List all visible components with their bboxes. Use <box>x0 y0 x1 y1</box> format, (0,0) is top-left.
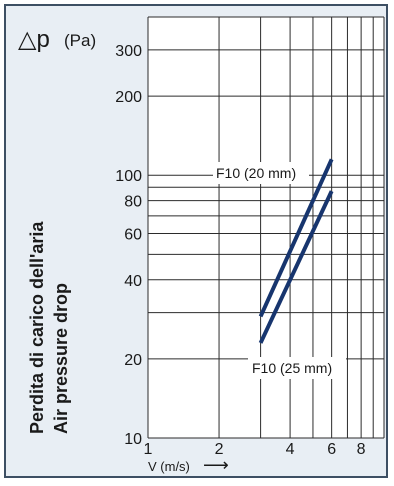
x-tick-label: 4 <box>286 441 295 458</box>
ylabel-unit: (Pa) <box>64 31 96 50</box>
ylabel-symbol: △p <box>18 26 50 53</box>
series-label-1: F10 (20 mm) <box>216 165 296 181</box>
y-tick-label: 100 <box>115 168 142 185</box>
series-line-2 <box>258 190 334 344</box>
series-lines <box>258 158 334 344</box>
y-tick-label: 20 <box>124 352 142 369</box>
y-tick-label: 10 <box>124 431 142 448</box>
y-gridlines <box>148 16 384 439</box>
xlabel-arrow: ⟶ <box>203 455 229 475</box>
series-label-bg-2 <box>248 357 346 379</box>
y-tick-label: 40 <box>124 273 142 290</box>
series-label-bg-1 <box>213 162 309 184</box>
ylabel-english: Air pressure drop <box>51 283 71 434</box>
x-tick-label: 2 <box>215 441 224 458</box>
y-tick-labels: 10 20 40 60 80 100 200 300 <box>115 43 142 448</box>
xlabel: V (m/s) <box>148 459 190 474</box>
y-tick-label: 60 <box>124 227 142 244</box>
x-tick-label: 1 <box>144 441 153 458</box>
series-label-2: F10 (25 mm) <box>252 360 332 376</box>
ylabel-italian: Perdita di carico dell'aria <box>27 221 47 434</box>
series-line-1 <box>258 158 334 318</box>
x-tick-label: 8 <box>357 441 366 458</box>
y-tick-label: 80 <box>124 194 142 211</box>
x-tick-label: 6 <box>327 441 336 458</box>
y-tick-label: 200 <box>115 89 142 106</box>
x-tick-labels: 1 2 4 6 8 <box>144 441 366 458</box>
y-tick-label: 300 <box>115 43 142 60</box>
